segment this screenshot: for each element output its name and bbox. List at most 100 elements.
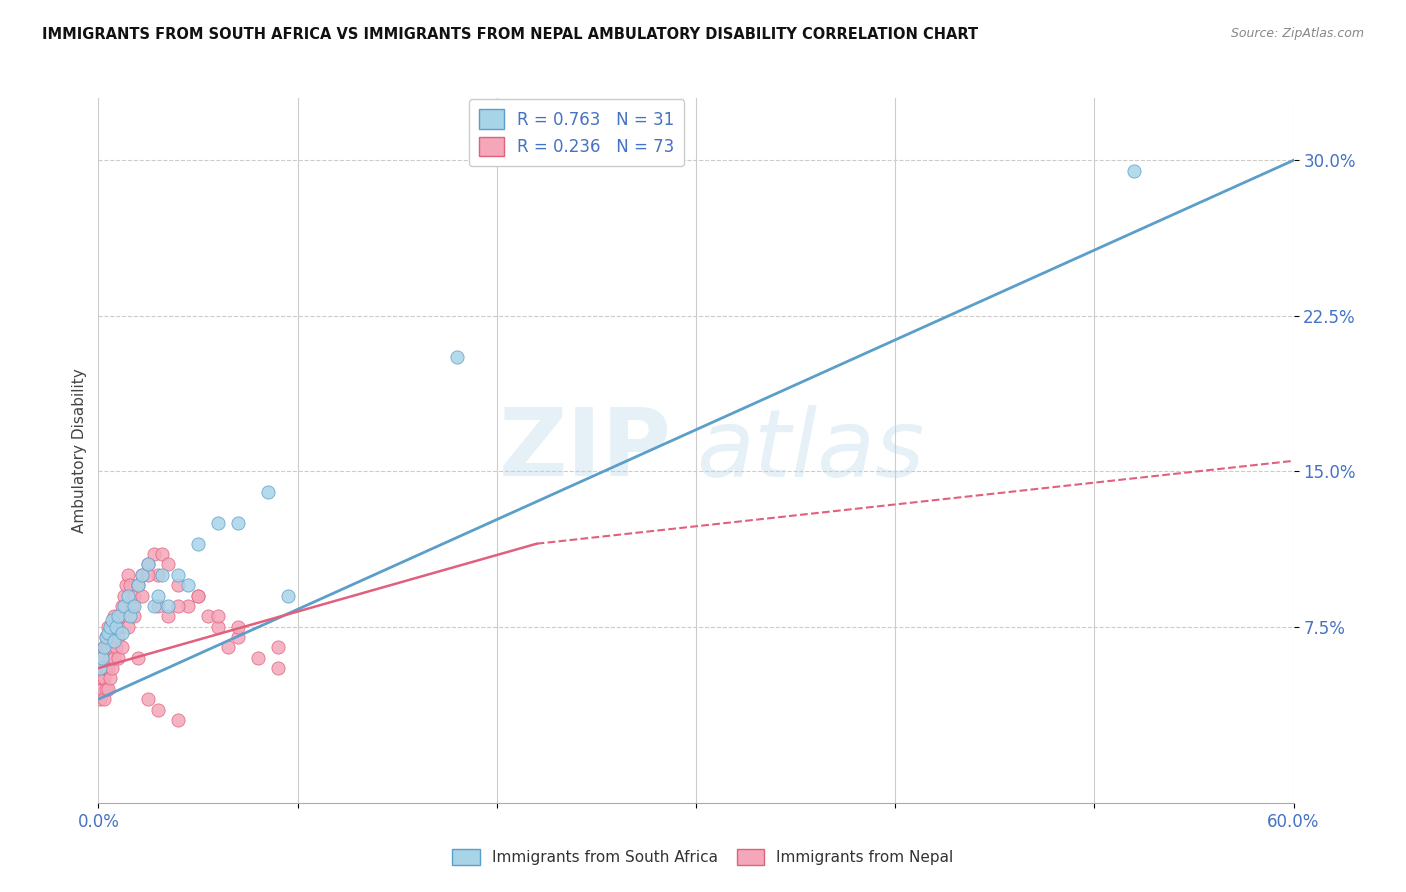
Point [91,672,114,686]
Point [97,625,120,640]
Point [89,661,111,675]
Point [97,661,120,675]
Point [111,640,134,655]
Point [89,661,111,675]
Point [89,672,111,686]
Point [148,599,170,613]
Legend: R = 0.763   N = 31, R = 0.236   N = 73: R = 0.763 N = 31, R = 0.236 N = 73 [468,99,685,166]
Point [103,630,125,644]
Point [131,567,153,582]
Point [107,609,129,624]
Point [91,650,114,665]
Point [96,681,118,696]
Point [96,640,118,655]
Point [91,661,114,675]
Point [136,567,159,582]
Point [96,630,118,644]
Point [101,661,124,675]
Point [117,619,139,633]
Point [127,578,149,592]
Point [256,484,278,499]
Point [177,599,200,613]
Point [124,609,146,624]
Text: Source: ZipAtlas.com: Source: ZipAtlas.com [1230,27,1364,40]
Point [107,619,129,633]
Text: atlas: atlas [696,405,924,496]
Point [131,589,153,603]
Point [117,567,139,582]
Point [97,619,120,633]
Point [131,567,153,582]
Point [167,599,190,613]
Point [93,640,115,655]
Point [446,350,468,364]
Point [98,630,122,644]
Point [197,609,219,624]
Point [93,672,115,686]
Point [111,599,134,613]
Y-axis label: Ambulatory Disability: Ambulatory Disability [72,368,87,533]
Point [117,589,139,603]
Point [148,567,170,582]
Point [148,589,170,603]
Point [110,609,132,624]
Point [91,650,114,665]
Point [207,516,229,530]
Point [96,661,118,675]
Point [98,650,122,665]
Text: IMMIGRANTS FROM SOUTH AFRICA VS IMMIGRANTS FROM NEPAL AMBULATORY DISABILITY CORR: IMMIGRANTS FROM SOUTH AFRICA VS IMMIGRAN… [42,27,979,42]
Point [136,692,159,706]
Point [157,558,180,572]
Point [187,589,209,603]
Point [226,619,249,633]
Point [107,630,129,644]
Point [124,599,146,613]
Point [187,589,209,603]
Point [136,558,159,572]
Point [121,599,143,613]
Point [101,614,124,628]
Point [111,625,134,640]
Point [120,609,142,624]
Point [226,516,249,530]
Point [277,589,299,603]
Point [124,589,146,603]
Point [167,567,190,582]
Point [112,589,135,603]
Point [150,547,173,561]
Point [143,547,166,561]
Point [101,619,124,633]
Point [93,661,115,675]
Text: ZIP: ZIP [499,404,672,497]
Point [101,640,124,655]
Point [96,630,118,644]
Point [187,537,209,551]
Point [93,692,115,706]
Point [112,599,135,613]
Point [157,599,180,613]
Point [105,619,128,633]
Point [150,567,173,582]
Point [98,619,122,633]
Point [105,619,128,633]
Point [97,681,120,696]
Point [267,640,290,655]
Point [107,650,129,665]
Point [267,661,290,675]
Point [1123,163,1146,178]
Point [246,650,269,665]
Point [157,609,180,624]
Point [167,578,190,592]
Point [148,702,170,716]
Point [217,640,239,655]
Point [143,599,166,613]
Point [103,609,125,624]
Point [226,630,249,644]
Point [89,692,111,706]
Point [120,578,142,592]
Point [136,558,159,572]
Point [115,578,138,592]
Point [105,640,128,655]
Point [97,640,120,655]
Point [91,681,114,696]
